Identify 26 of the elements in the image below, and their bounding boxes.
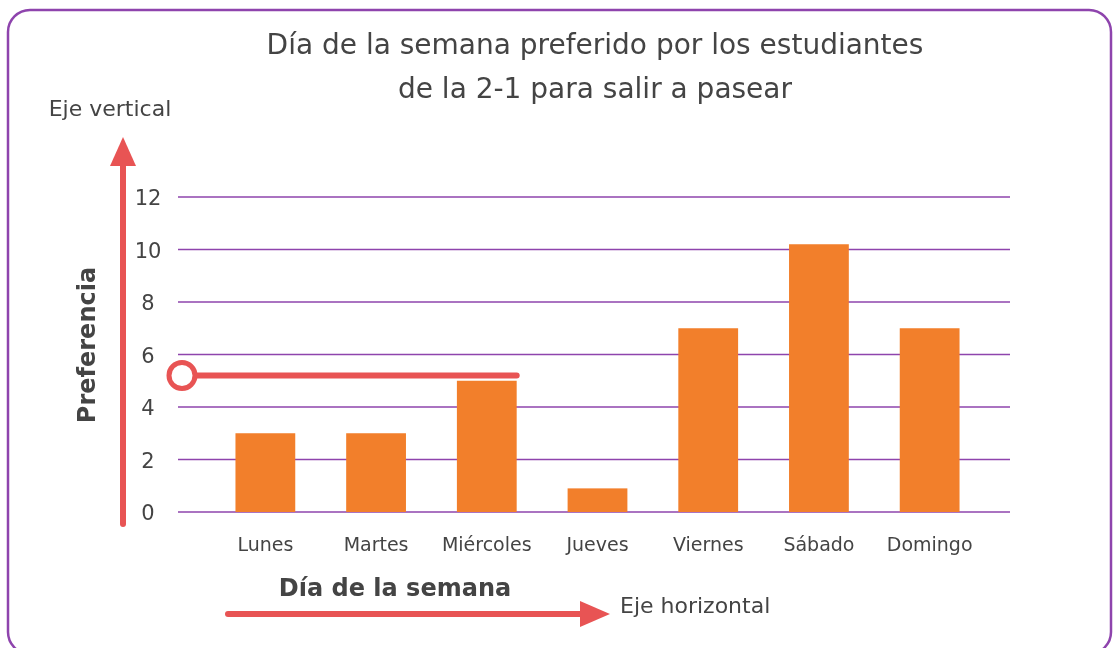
y-tick-label: 8 — [141, 291, 155, 315]
y-tick-label: 12 — [134, 186, 162, 210]
bar — [235, 433, 296, 512]
bar — [346, 433, 406, 512]
x-axis-title: Día de la semana — [278, 574, 512, 602]
chart-title: Día de la semana preferido por los estudiantes de la 2-1 para salir a pasear — [266, 28, 924, 105]
x-tick-label: Martes — [343, 533, 409, 555]
x-tick-label: Miércoles — [441, 533, 532, 555]
y-tick-label: 4 — [141, 396, 155, 420]
x-tick-label: Jueves — [565, 533, 629, 555]
y-tick-label: 0 — [141, 501, 155, 525]
y-tick-label: 2 — [141, 448, 155, 473]
bar — [789, 244, 849, 512]
x-tick-label: Domingo — [886, 533, 973, 555]
y-tick-label: 10 — [134, 238, 162, 263]
text: Eje vertical — [48, 96, 172, 121]
y-axis-title: Preferencia — [73, 266, 101, 424]
x-tick-label: Sábado — [783, 533, 855, 555]
text: Eje horizontal — [620, 593, 771, 618]
y-tick-label: 6 — [141, 343, 155, 368]
bar — [456, 380, 517, 512]
bar — [678, 328, 739, 512]
x-tick-label: Viernes — [672, 533, 744, 555]
bar — [567, 488, 628, 512]
bar — [899, 328, 960, 512]
x-tick-label: Lunes — [237, 533, 294, 555]
